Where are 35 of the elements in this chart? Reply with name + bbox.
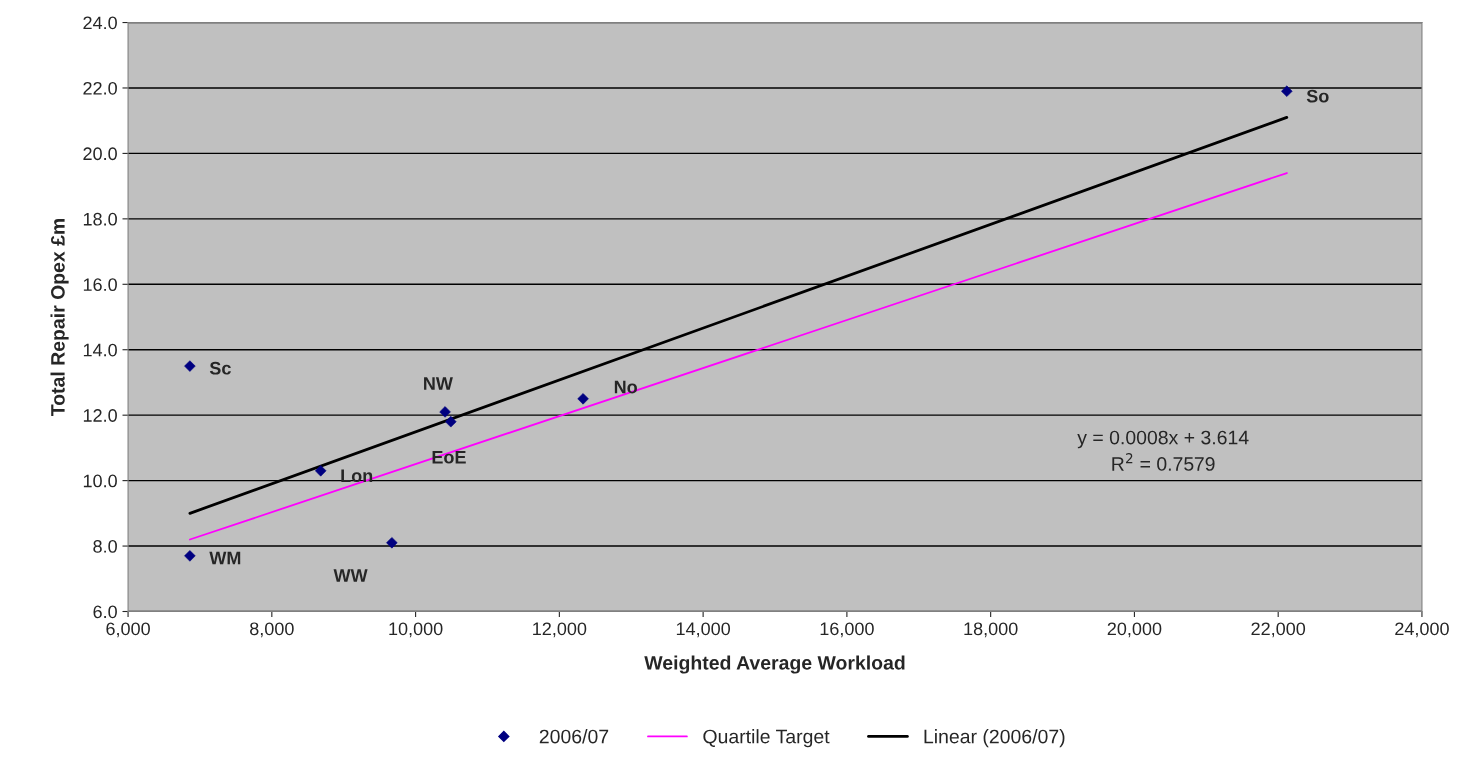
annotation: y = 0.0008x + 3.614 R$^{2}$ = 0.7579 — [1077, 430, 1249, 471]
legend-label: Quartile Target — [703, 729, 830, 748]
annotation: NW — [424, 377, 453, 390]
y-tick-label: 16.0 — [83, 278, 117, 292]
y-tick-label: 14.0 — [83, 343, 117, 357]
x-tick-label: 14,000 — [676, 622, 731, 638]
x-tick-label: 6,000 — [106, 622, 150, 638]
x-axis-title: Weighted Average Workload — [644, 655, 905, 674]
x-tick-label: 12,000 — [533, 622, 587, 638]
annotation: No — [614, 380, 637, 394]
x-tick-label: 10,000 — [389, 622, 443, 638]
annotation: Sc — [209, 361, 231, 375]
x-tick-label: 20,000 — [1107, 622, 1162, 638]
point — [577, 393, 589, 405]
annotation: Lon — [341, 469, 373, 483]
legend-label: Linear (2006/07) — [924, 729, 1065, 748]
legend-label: 2006/07 — [539, 729, 609, 744]
x-tick-label: 22,000 — [1251, 622, 1306, 638]
y-tick-label: 22.0 — [83, 81, 117, 95]
y-tick-label: 10.0 — [83, 474, 117, 488]
annotation: EoE — [432, 450, 466, 464]
x-tick-label: 16,000 — [820, 622, 874, 638]
x-tick-label: 24,000 — [1395, 622, 1449, 638]
annotation: WM — [209, 551, 241, 565]
y-tick-label: 20.0 — [83, 147, 117, 161]
y-tick-label: 6.0 — [93, 605, 117, 619]
y-axis-title: Total Repair Opex £m — [50, 218, 69, 417]
x-tick-label: 18,000 — [964, 622, 1018, 638]
y-tick-label: 8.0 — [93, 539, 117, 553]
y-tick-label: 18.0 — [83, 212, 117, 226]
annotation: WW — [333, 569, 368, 582]
y-tick-label: 12.0 — [83, 409, 117, 422]
annotation: So — [1306, 89, 1329, 103]
x-tick-label: 8,000 — [250, 622, 294, 638]
y-tick-label: 24.0 — [83, 16, 117, 30]
